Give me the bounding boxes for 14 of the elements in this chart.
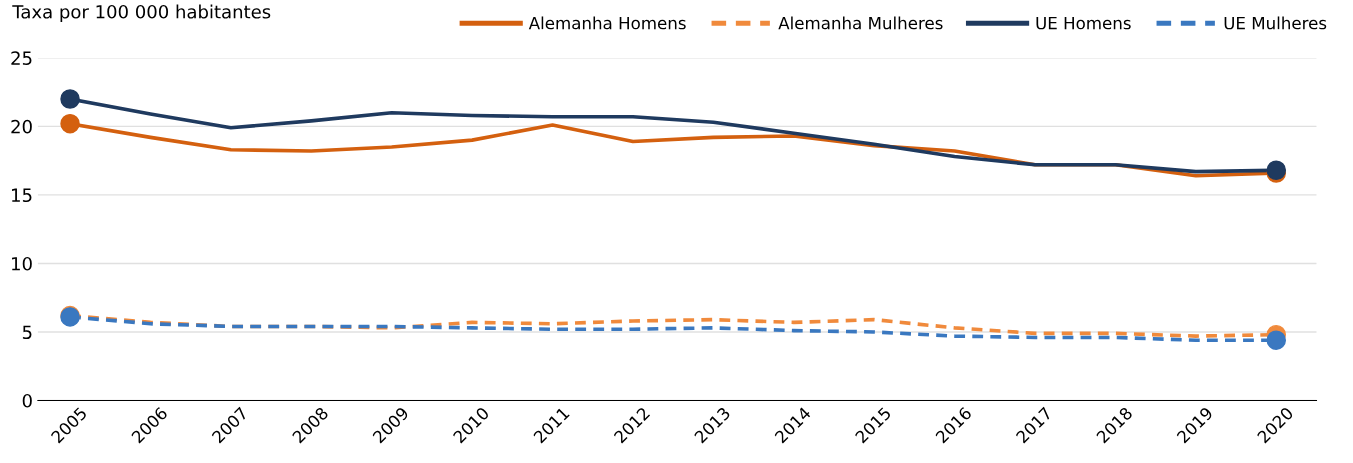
legend-label: Alemanha Mulheres	[778, 16, 943, 30]
legend-label: UE Homens	[1036, 16, 1131, 30]
y-tick-label: 5	[22, 325, 32, 340]
y-tick-label: 15	[12, 188, 32, 203]
y-tick-label: 20	[11, 119, 32, 134]
y-tick-label: 0	[22, 393, 32, 408]
point	[1266, 330, 1287, 350]
y-tick-label: 10	[12, 256, 32, 271]
legend-label: UE Mulheres	[1224, 16, 1327, 30]
point	[60, 113, 80, 134]
y-axis-title: Taxa por 100 000 habitantes	[12, 4, 271, 23]
legend-label: Alemanha Homens	[528, 16, 686, 30]
point	[60, 89, 80, 109]
y-tick-label: 25	[11, 51, 32, 65]
